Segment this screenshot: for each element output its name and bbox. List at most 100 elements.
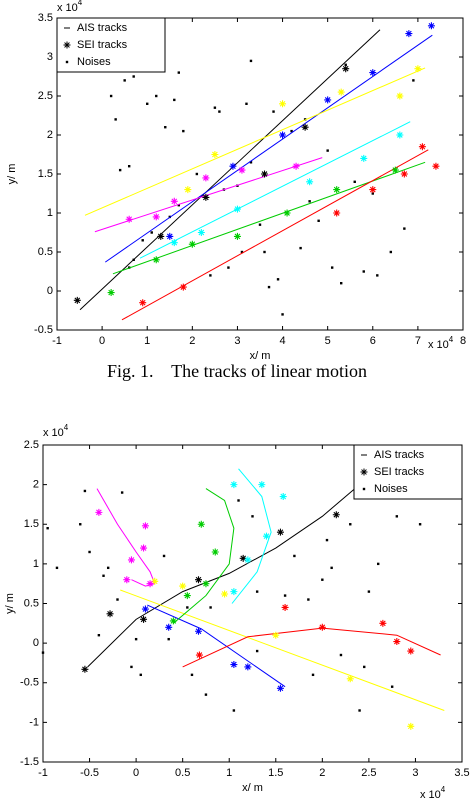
noise-point — [255, 649, 259, 653]
noise-point — [227, 266, 230, 269]
sei-point — [279, 493, 287, 501]
noise-point — [150, 231, 153, 234]
sei-point — [369, 186, 377, 194]
multiplier-power: 4 — [78, 0, 83, 7]
sei-point — [127, 556, 135, 564]
noise-point — [330, 566, 333, 570]
x-axis-label: x/ m — [242, 782, 263, 794]
noise-point — [308, 200, 311, 203]
y-tick-label: 2.5 — [24, 439, 39, 451]
y-axis-label: y/ m — [6, 164, 18, 185]
noise-point — [412, 79, 415, 82]
multiplier-base: x 10 — [428, 339, 449, 351]
noise-point — [55, 566, 59, 570]
noise-point — [173, 98, 176, 102]
noise-point — [123, 79, 126, 82]
x-axis-label: x/ m — [250, 350, 271, 362]
noise-point — [362, 270, 365, 273]
legend-label: AIS tracks — [77, 22, 128, 34]
noise-point — [102, 574, 105, 577]
noise-point — [88, 550, 91, 554]
noise-point — [290, 129, 293, 133]
y-tick-label: 1.5 — [38, 168, 53, 180]
multiplier-base: x 10 — [43, 427, 64, 439]
noise-point — [325, 538, 329, 542]
x-tick-label: 6 — [370, 335, 376, 347]
axis-multiplier: x 104 — [420, 785, 446, 801]
sei-point — [141, 605, 149, 613]
y-tick-label: 3 — [47, 51, 53, 63]
noise-point — [177, 71, 180, 74]
x-tick-label: 0.5 — [175, 767, 190, 779]
noise-point — [141, 239, 144, 242]
y-tick-label: -1.5 — [20, 756, 39, 768]
noise-point — [209, 606, 212, 609]
sei-point — [276, 684, 284, 692]
ais-track — [139, 121, 411, 259]
y-tick-label: 2 — [33, 479, 39, 491]
x-tick-label: -1 — [52, 335, 62, 347]
ais-track — [96, 488, 156, 587]
noise-point — [232, 709, 236, 712]
sei-point — [400, 170, 408, 178]
noise-point — [307, 598, 310, 601]
x-tick-label: 3 — [412, 767, 418, 779]
noise-point — [283, 594, 287, 597]
noise-point — [249, 59, 253, 63]
sei-point — [379, 619, 387, 627]
sei-point — [337, 88, 345, 96]
legend-star — [63, 41, 71, 49]
sei-point — [194, 627, 202, 635]
sei-point — [239, 554, 247, 562]
y-tick-label: 2.5 — [38, 90, 53, 102]
sei-point — [276, 528, 284, 536]
y-tick-label: -1 — [29, 716, 39, 728]
sei-point — [332, 511, 340, 519]
noise-point — [258, 223, 262, 226]
noise-point — [363, 665, 366, 669]
noise-point — [118, 168, 122, 172]
sei-point — [244, 556, 252, 564]
sei-point — [427, 22, 435, 30]
noise-point — [134, 637, 138, 641]
y-tick-label: 0.5 — [38, 246, 53, 258]
sei-point — [292, 162, 300, 170]
x-tick-label: 1 — [144, 335, 150, 347]
noise-point — [263, 250, 266, 254]
noise-point — [326, 149, 329, 152]
sei-point — [152, 256, 160, 264]
noise-point — [344, 63, 347, 66]
legend-label: Noises — [374, 483, 408, 495]
ais-track — [87, 484, 360, 668]
y-tick-label: -0.5 — [20, 677, 39, 689]
sei-point — [306, 178, 314, 186]
ais-track — [173, 488, 235, 624]
noise-point — [403, 227, 406, 230]
noise-point — [349, 523, 352, 526]
x-tick-label: -1 — [38, 767, 48, 779]
sei-point — [125, 215, 133, 223]
sei-point — [396, 131, 404, 139]
noise-point — [132, 75, 135, 78]
noise-point — [330, 266, 334, 269]
y-tick-label: -0.5 — [34, 324, 53, 336]
noise-point — [353, 180, 356, 183]
noise-point — [182, 129, 185, 133]
sei-point — [238, 166, 246, 174]
sei-point — [279, 131, 287, 139]
sei-point — [184, 186, 192, 194]
x-tick-label: 1.5 — [268, 767, 283, 779]
noise-point — [376, 274, 379, 277]
sei-point — [262, 532, 270, 540]
x-tick-label: 8 — [460, 335, 466, 347]
y-tick-label: 2 — [47, 129, 53, 141]
noise-point — [255, 590, 259, 593]
multiplier-base: x 10 — [57, 2, 78, 14]
ais-track — [104, 34, 433, 263]
noise-point — [130, 665, 133, 669]
sei-point — [283, 209, 291, 217]
ais-track — [94, 157, 323, 233]
noise-point — [41, 651, 45, 654]
sei-point — [211, 548, 219, 556]
